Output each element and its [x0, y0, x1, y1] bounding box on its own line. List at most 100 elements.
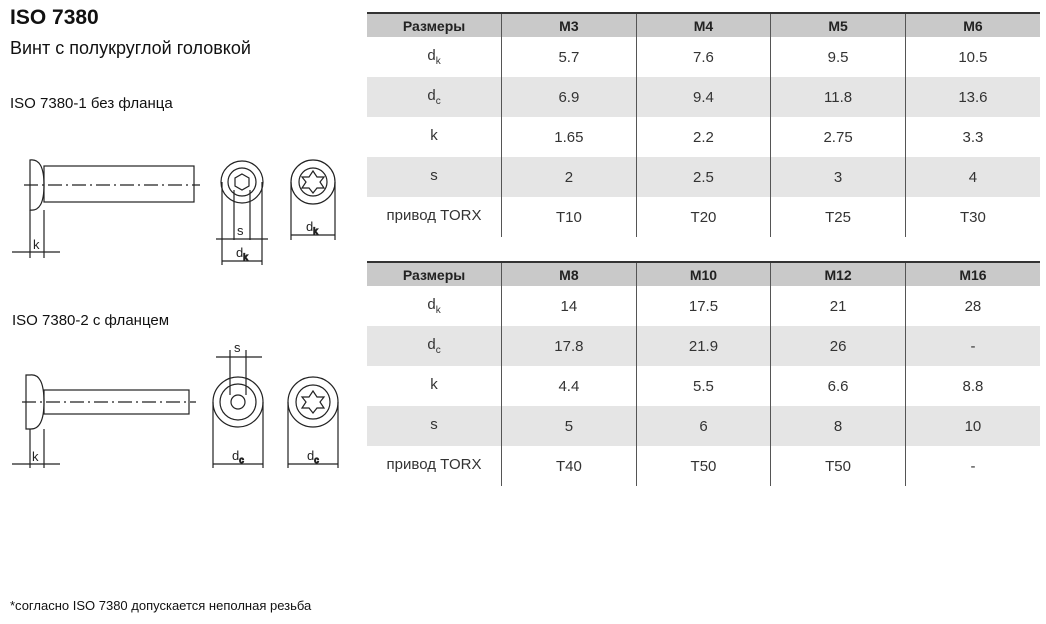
table-cell: T10: [501, 197, 637, 237]
row-label-text: d: [427, 87, 436, 104]
table-row: s 2 2.5 3 4: [367, 157, 1040, 197]
row-label: dc: [367, 77, 502, 117]
table-cell: 6.6: [770, 366, 906, 406]
page-subtitle: Винт с полукруглой головкой: [10, 38, 251, 58]
column-header: M16: [904, 261, 1040, 286]
column-header: M10: [635, 261, 771, 286]
table-cell: 14: [501, 286, 637, 326]
table-cell: 2.75: [770, 117, 906, 157]
row-label-text: привод TORX: [386, 456, 482, 473]
column-header: M3: [501, 12, 637, 37]
column-header: Размеры: [367, 12, 502, 37]
svg-text:s: s: [234, 340, 241, 355]
row-label-text: d: [427, 336, 436, 353]
row-label-subscript: c: [435, 96, 441, 107]
table-row: dc 17.8 21.9 26-: [367, 326, 1040, 366]
column-header: M8: [501, 261, 637, 286]
table-cell: 2.2: [635, 117, 771, 157]
footnote: *согласно ISO 7380 допускается неполная …: [10, 598, 312, 613]
table-cell: 3.3: [904, 117, 1040, 157]
table-cell: 5: [501, 406, 637, 446]
svg-text:dk: dk: [306, 219, 318, 236]
table-cell: -: [904, 326, 1040, 366]
table-cell: 10.5: [904, 37, 1040, 77]
variant2-label: ISO 7380-2 с фланцем: [12, 312, 170, 329]
table-cell: 6: [635, 406, 771, 446]
row-label: привод TORX: [367, 446, 502, 486]
table-cell: 17.8: [501, 326, 637, 366]
table-row: привод TORX T40 T50 T50-: [367, 446, 1040, 486]
svg-text:dc: dc: [307, 448, 319, 465]
table-row: s 5 6 8 10: [367, 406, 1040, 446]
table-cell: 7.6: [635, 37, 771, 77]
page-title: ISO 7380: [10, 6, 99, 29]
table-cell: 8.8: [904, 366, 1040, 406]
row-label: dk: [367, 37, 502, 77]
table-cell: 26: [770, 326, 906, 366]
row-label-text: k: [430, 376, 438, 393]
row-label-text: k: [430, 127, 438, 144]
table-row: dc 6.9 9.4 11.8 13.6: [367, 77, 1040, 117]
row-label: s: [367, 157, 502, 197]
table-cell: T40: [501, 446, 637, 486]
table-cell: 6.9: [501, 77, 637, 117]
column-header: Размеры: [367, 261, 502, 286]
table-row: k 4.4 5.5 6.6 8.8: [367, 366, 1040, 406]
row-label-subscript: c: [435, 345, 441, 356]
table-row: dk 5.7 7.6 9.5 10.5: [367, 37, 1040, 77]
row-label-text: d: [427, 296, 436, 313]
table-cell: 13.6: [904, 77, 1040, 117]
svg-text:dc: dc: [232, 448, 244, 465]
table-cell: 4.4: [501, 366, 637, 406]
row-label: k: [367, 366, 502, 406]
table-cell: 1.65: [501, 117, 637, 157]
table-cell: 21: [770, 286, 906, 326]
table-cell: T20: [635, 197, 771, 237]
column-header: M12: [770, 261, 906, 286]
table-cell: 8: [770, 406, 906, 446]
row-label-text: s: [430, 416, 438, 433]
table-cell: 11.8: [770, 77, 906, 117]
table-cell: T50: [635, 446, 771, 486]
svg-text:dk: dk: [236, 245, 248, 262]
row-label: dc: [367, 326, 502, 366]
svg-text:k: k: [33, 237, 40, 252]
table-cell: 5.7: [501, 37, 637, 77]
header-row: Размеры M3 M4 M5 M6: [367, 12, 1040, 37]
table-cell: 4: [904, 157, 1040, 197]
dimensions-table-m8-m16: Размеры M8 M10 M12 M16 dk 14 17.5 21 28 dc 17.8 21.9…: [367, 261, 1040, 486]
table-cell: 9.5: [770, 37, 906, 77]
svg-text:k: k: [32, 449, 39, 464]
table-cell: 2: [501, 157, 637, 197]
table-row: dk 14 17.5 21 28: [367, 286, 1040, 326]
table-row: k 1.65 2.2 2.75 3.3: [367, 117, 1040, 157]
screw-drawing-no-flange: k s dk dk: [12, 159, 336, 265]
row-label-subscript: k: [435, 305, 441, 316]
table-cell: 21.9: [635, 326, 771, 366]
column-header: M4: [635, 12, 771, 37]
table-cell: T30: [904, 197, 1040, 237]
column-header: M6: [904, 12, 1040, 37]
table-cell: 2.5: [635, 157, 771, 197]
variant1-label: ISO 7380-1 без фланца: [10, 95, 173, 112]
row-label-subscript: k: [435, 56, 441, 67]
row-label-text: привод TORX: [386, 207, 482, 224]
table-row: привод TORX T10 T20 T25 T30: [367, 197, 1040, 237]
row-label: k: [367, 117, 502, 157]
table-cell: T50: [770, 446, 906, 486]
table-cell: 9.4: [635, 77, 771, 117]
header-row: Размеры M8 M10 M12 M16: [367, 261, 1040, 286]
row-label-text: s: [430, 167, 438, 184]
table-cell: -: [904, 446, 1040, 486]
row-label: привод TORX: [367, 197, 502, 237]
table-cell: 28: [904, 286, 1040, 326]
row-label: dk: [367, 286, 502, 326]
table-cell: T25: [770, 197, 906, 237]
table-cell: 3: [770, 157, 906, 197]
screw-drawing-with-flange: k s dc dc: [12, 340, 339, 468]
table-cell: 10: [904, 406, 1040, 446]
column-header: M5: [770, 12, 906, 37]
row-label: s: [367, 406, 502, 446]
table-cell: 5.5: [635, 366, 771, 406]
row-label-text: d: [427, 47, 436, 64]
